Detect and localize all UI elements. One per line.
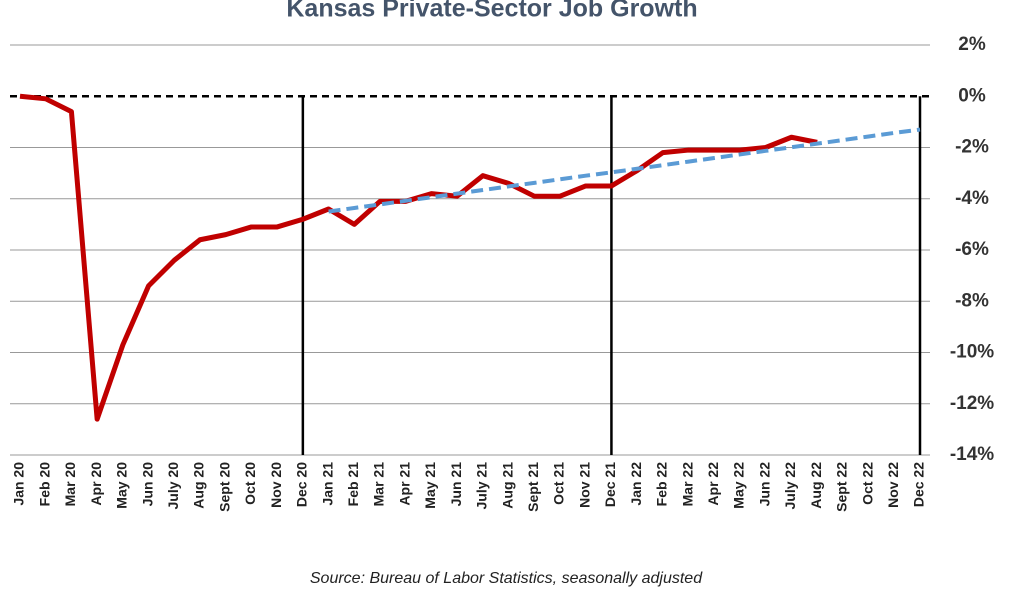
x-tick-label: July 21	[474, 462, 490, 510]
y-tick-label: -4%	[955, 188, 989, 209]
x-tick-label: Dec 21	[602, 462, 618, 507]
x-tick-label: Nov 22	[885, 462, 901, 508]
x-tick-label: Apr 21	[396, 462, 412, 506]
y-tick-label: -2%	[955, 137, 989, 158]
y-tick-label: -14%	[950, 444, 994, 465]
x-tick-label: Jan 21	[319, 462, 335, 506]
x-tick-label: Oct 20	[242, 462, 258, 505]
x-tick-label: Sept 22	[834, 462, 850, 512]
x-tick-label: Sept 21	[525, 462, 541, 512]
x-tick-label: Jun 22	[756, 462, 772, 507]
x-tick-label: Mar 20	[62, 462, 78, 507]
x-tick-label: Dec 22	[911, 462, 927, 507]
x-tick-label: Mar 22	[679, 462, 695, 507]
x-tick-label: Oct 21	[551, 462, 567, 505]
trend-line	[328, 127, 921, 214]
source-note: Source: Bureau of Labor Statistics, seas…	[310, 570, 703, 587]
x-tick-label: Jan 22	[628, 462, 644, 506]
x-tick-label: Feb 20	[36, 462, 52, 507]
data-line	[19, 93, 818, 422]
x-tick-label: Dec 20	[294, 462, 310, 507]
x-tick-label: Jun 20	[139, 462, 155, 507]
x-tick-label: July 22	[782, 462, 798, 510]
y-tick-label: -6%	[955, 239, 989, 260]
x-tick-label: May 21	[422, 462, 438, 509]
y-tick-label: -12%	[950, 393, 994, 414]
x-tick-label: May 20	[114, 462, 130, 509]
x-tick-label: Jun 21	[448, 462, 464, 507]
y-tick-label: 2%	[958, 34, 986, 55]
y-tick-label: 0%	[958, 85, 986, 106]
x-tick-label: Oct 22	[859, 462, 875, 505]
x-tick-label: Jan 20	[11, 462, 27, 506]
x-tick-label: Feb 21	[345, 462, 361, 507]
chart-title: Kansas Private-Sector Job Growth	[286, 0, 697, 23]
x-tick-label: July 20	[165, 462, 181, 510]
x-tick-label: Apr 20	[88, 462, 104, 506]
x-tick-label: Aug 20	[191, 462, 207, 509]
x-tick-label: Apr 22	[705, 462, 721, 506]
x-tick-label: Aug 22	[808, 462, 824, 509]
x-tick-label: May 22	[731, 462, 747, 509]
x-tick-label: Nov 20	[268, 462, 284, 508]
x-tick-label: Feb 22	[654, 462, 670, 507]
x-tick-label: Sept 20	[216, 462, 232, 512]
x-tick-label: Nov 21	[576, 462, 592, 508]
y-tick-label: -10%	[950, 342, 994, 363]
x-tick-label: Mar 21	[371, 462, 387, 507]
x-tick-label: Aug 21	[499, 462, 515, 509]
y-tick-label: -8%	[955, 290, 989, 311]
